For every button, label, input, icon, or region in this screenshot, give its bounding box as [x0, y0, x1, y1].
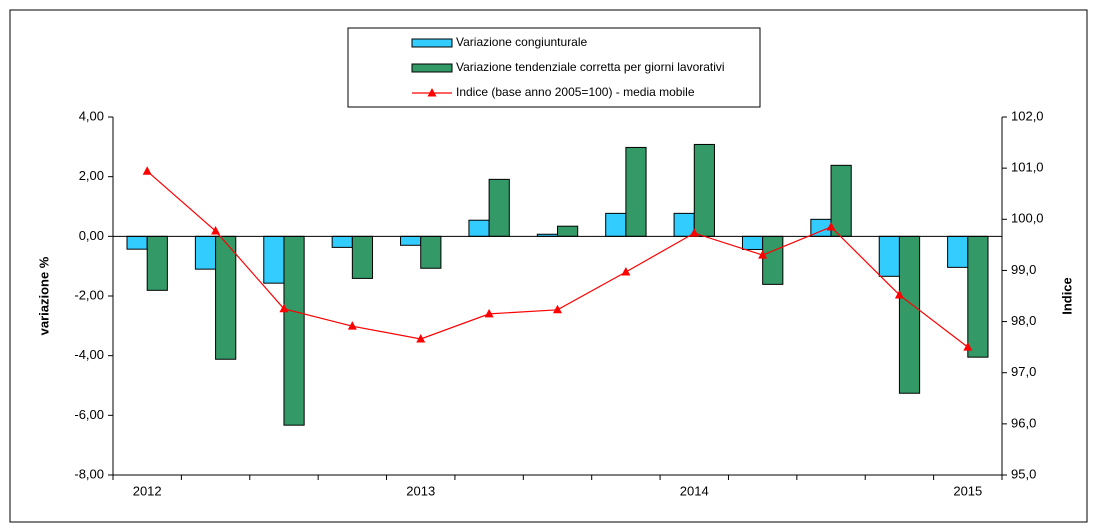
legend-marker: [427, 88, 437, 97]
marker: [963, 342, 973, 351]
y-tick-label: -6,00: [74, 407, 104, 422]
y2-tick-label: 95,0: [1011, 466, 1036, 481]
y-axis-label: variazione %: [36, 256, 51, 335]
y-tick-label: -8,00: [74, 466, 104, 481]
bar: [146, 235, 168, 291]
marker: [211, 226, 221, 235]
legend-label: Variazione tendenziale corretta per gior…: [456, 60, 725, 74]
bar: [126, 235, 148, 250]
bar: [331, 235, 353, 248]
x-tick-label: 2015: [953, 483, 982, 498]
bar: [605, 212, 627, 237]
y2-tick-label: 98,0: [1011, 313, 1036, 328]
marker: [142, 166, 152, 175]
bar: [625, 146, 647, 237]
y2-tick-label: 100,0: [1011, 211, 1044, 226]
bar: [400, 235, 422, 246]
y2-tick-label: 102,0: [1011, 108, 1044, 123]
bar: [693, 143, 715, 237]
y2-tick-label: 101,0: [1011, 160, 1044, 175]
bar: [967, 235, 989, 358]
bar: [468, 219, 490, 237]
y2-axis-label: Indice: [1059, 277, 1074, 315]
marker: [894, 289, 904, 299]
bar: [283, 235, 305, 426]
y-tick-label: 4,00: [79, 108, 104, 123]
legend-swatch: [411, 63, 453, 73]
x-tick-label: 2014: [680, 483, 709, 498]
bar: [878, 235, 900, 277]
y2-tick-label: 99,0: [1011, 262, 1036, 277]
x-tick-label: 2013: [406, 483, 435, 498]
bar: [420, 235, 442, 269]
bar: [557, 225, 579, 237]
bar: [762, 235, 784, 285]
y-tick-label: 0,00: [79, 228, 104, 243]
bar: [488, 178, 510, 237]
marker: [484, 308, 494, 318]
y-tick-label: -2,00: [74, 287, 104, 302]
marker: [621, 266, 631, 276]
bar: [898, 235, 921, 394]
bar: [215, 235, 237, 360]
marker: [689, 228, 699, 237]
marker: [347, 321, 357, 330]
y-tick-label: -4,00: [74, 347, 104, 362]
marker: [826, 221, 836, 231]
bar: [741, 235, 764, 250]
x-tick-label: 2012: [133, 483, 162, 498]
legend-swatch: [411, 38, 453, 48]
marker: [553, 304, 562, 314]
y2-tick-label: 97,0: [1011, 364, 1036, 379]
bar: [194, 235, 217, 270]
legend-label: Variazione congiunturale: [456, 35, 588, 49]
bar: [830, 164, 852, 237]
bar: [263, 235, 285, 284]
marker: [279, 303, 289, 313]
bar: [947, 235, 969, 268]
bar: [673, 212, 695, 237]
marker: [416, 333, 426, 343]
y2-tick-label: 96,0: [1011, 415, 1036, 430]
marker: [758, 250, 768, 259]
legend-label: Indice (base anno 2005=100) - media mobi…: [456, 85, 695, 99]
bar: [351, 235, 374, 279]
y-tick-label: 2,00: [79, 168, 104, 183]
